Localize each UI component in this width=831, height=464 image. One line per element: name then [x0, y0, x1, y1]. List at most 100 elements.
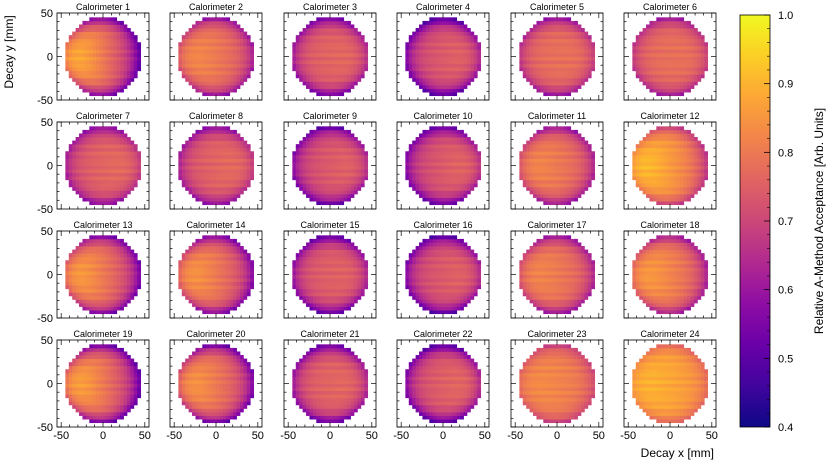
heatmap-cell: [360, 176, 365, 181]
heatmap-cell: [192, 179, 196, 184]
heatmap-cell: [360, 45, 365, 50]
heatmap-cell: [422, 52, 427, 57]
heatmap-cell: [412, 74, 417, 79]
heatmap-cell: [563, 67, 568, 72]
heatmap-cell: [673, 28, 678, 32]
heatmap-cell: [192, 52, 196, 57]
heatmap-cell: [68, 147, 73, 152]
heatmap-cell: [99, 197, 104, 202]
heatmap-cell: [546, 179, 551, 184]
heatmap-cell: [429, 144, 434, 149]
heatmap-cell: [79, 70, 83, 75]
heatmap-cell: [233, 81, 237, 86]
heatmap-cell: [302, 67, 307, 72]
heatmap-cell: [89, 137, 94, 141]
heatmap-cell: [181, 179, 186, 184]
heatmap-cell: [563, 190, 568, 195]
heatmap-cell: [226, 161, 231, 166]
heatmap-cell: [533, 28, 537, 32]
heatmap-cell: [432, 24, 437, 29]
heatmap-cell: [340, 179, 345, 184]
heatmap-cell: [188, 38, 193, 43]
heatmap-cell: [350, 165, 355, 170]
heatmap-cell: [350, 49, 355, 54]
heatmap-cell: [460, 140, 464, 145]
heatmap-cell: [246, 35, 251, 40]
heatmap-cell: [439, 20, 444, 25]
heatmap-cell: [72, 35, 77, 40]
heatmap-cell: [676, 52, 681, 57]
heatmap-cell: [72, 60, 77, 65]
heatmap-cell: [82, 24, 87, 29]
heatmap-cell: [89, 154, 94, 159]
heatmap-cell: [570, 70, 575, 75]
heatmap-cell: [330, 126, 334, 131]
heatmap-cell: [333, 67, 338, 72]
heatmap-cell: [353, 169, 358, 174]
heatmap-cell: [577, 35, 582, 40]
heatmap-cell: [557, 52, 561, 57]
heatmap-cell: [446, 186, 451, 191]
heatmap-cell: [106, 63, 111, 68]
heatmap-cell: [246, 49, 251, 54]
heatmap-cell: [704, 63, 709, 68]
heatmap-cell: [429, 56, 434, 61]
heatmap-cell: [229, 63, 234, 68]
heatmap-cell: [326, 49, 331, 54]
heatmap-cell: [299, 60, 304, 65]
heatmap-cell: [209, 144, 213, 149]
heatmap-cell: [526, 63, 531, 68]
heatmap-cell: [106, 77, 111, 82]
heatmap-cell: [239, 161, 244, 166]
heatmap-cell: [82, 20, 87, 25]
heatmap-cell: [216, 140, 220, 145]
heatmap-cell: [347, 49, 351, 54]
heatmap-cell: [185, 38, 190, 43]
heatmap-cell: [229, 161, 234, 166]
heatmap-cell: [198, 31, 203, 36]
heatmap-cell: [120, 70, 124, 75]
heatmap-cell: [347, 56, 351, 61]
heatmap-cell: [82, 88, 87, 93]
heatmap-cell: [676, 67, 681, 72]
heatmap-cell: [96, 60, 100, 65]
heatmap-cell: [436, 165, 440, 170]
heatmap-cell: [222, 151, 227, 156]
heatmap-cell: [364, 151, 369, 156]
heatmap-cell: [412, 151, 417, 156]
heatmap-cell: [560, 35, 565, 40]
heatmap-cell: [195, 81, 200, 86]
heatmap-cell: [683, 186, 688, 191]
heatmap-cell: [360, 74, 365, 79]
heatmap-cell: [216, 197, 220, 202]
heatmap-cell: [663, 183, 667, 188]
heatmap-cell: [120, 144, 124, 149]
heatmap-cell: [429, 42, 434, 47]
heatmap-cell: [222, 183, 227, 188]
heatmap-cell: [463, 35, 468, 40]
heatmap-cell: [574, 28, 578, 32]
heatmap-cell: [680, 35, 685, 40]
heatmap-cell: [563, 84, 568, 89]
heatmap-cell: [577, 49, 582, 54]
heatmap-cell: [422, 42, 427, 47]
heatmap-cell: [123, 140, 128, 145]
heatmap-cell: [312, 193, 317, 198]
heatmap-cells: [405, 17, 482, 97]
heatmap-cell: [353, 183, 358, 188]
heatmap-cell: [292, 60, 297, 65]
heatmap-cell: [656, 20, 661, 25]
heatmap-cell: [519, 169, 524, 174]
heatmap-cell: [205, 158, 210, 163]
heatmap-cell: [567, 201, 572, 206]
heatmap-cell: [126, 165, 131, 170]
heatmap-cell: [239, 60, 244, 65]
heatmap-cell: [419, 154, 423, 159]
heatmap-cell: [319, 42, 324, 47]
heatmap-cell: [239, 151, 244, 156]
heatmap-cell: [319, 193, 324, 198]
heatmap-cell: [330, 42, 334, 47]
heatmap-cell: [123, 35, 128, 40]
heatmap-cell: [205, 49, 210, 54]
heatmap-cell: [419, 38, 423, 43]
